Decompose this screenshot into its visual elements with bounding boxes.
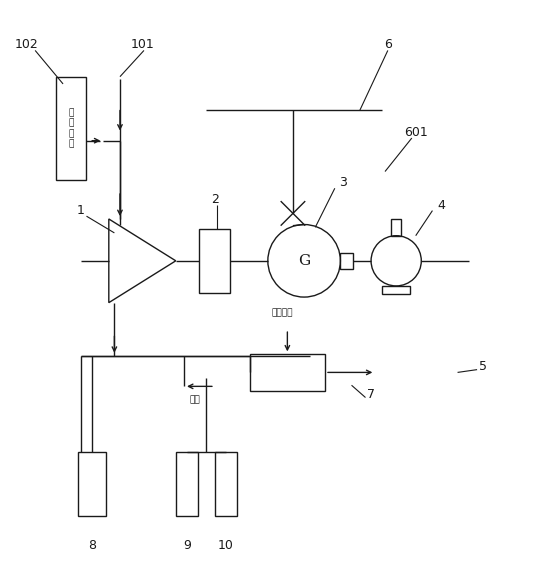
Text: 102: 102 [15,38,39,51]
Text: 10: 10 [218,539,234,552]
Bar [382,286,410,294]
Bar [78,452,106,516]
Text: 五抽: 五抽 [190,396,200,405]
Text: 1: 1 [77,204,85,217]
Bar [200,229,230,293]
Text: 101: 101 [131,38,154,51]
Text: G: G [298,254,310,268]
Text: 601: 601 [404,126,427,139]
Text: 2: 2 [211,193,219,206]
Bar [391,219,401,236]
Text: 3: 3 [339,176,347,189]
Bar [250,354,325,391]
Bar [176,452,198,516]
Text: 9: 9 [183,539,191,552]
Text: 4: 4 [437,198,445,212]
Text: 7: 7 [367,388,375,401]
Text: 5: 5 [479,360,487,373]
Bar [215,452,237,516]
Text: 8: 8 [88,539,96,552]
Text: 一
次
冷
再: 一 次 冷 再 [69,108,74,149]
Bar [340,253,353,269]
Bar [56,77,86,180]
Text: 6: 6 [384,38,392,51]
Text: 二次冷再: 二次冷再 [271,308,292,317]
